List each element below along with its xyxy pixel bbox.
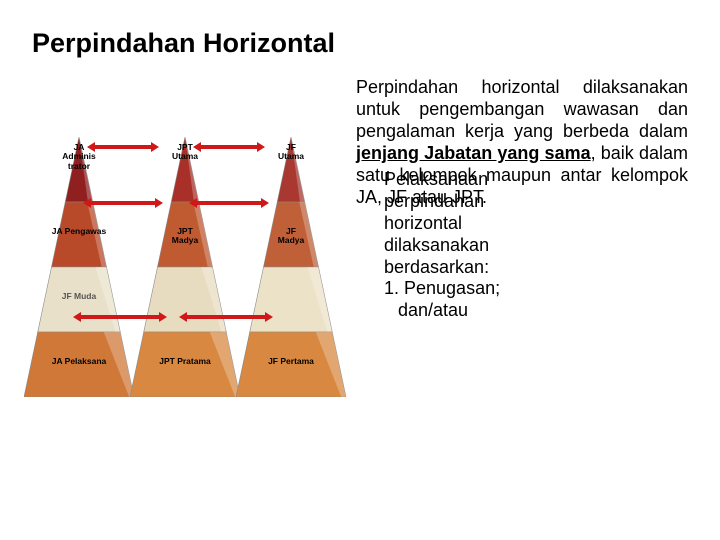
h-arrow-0-0 [94, 145, 152, 149]
pyramid-1-level-2-label: JA Pengawas [50, 227, 108, 236]
pyramid-3-level-1-label: JFUtama [262, 143, 320, 162]
sub-l7: dan/atau [398, 300, 688, 322]
pyramid-3-level-4-label: JF Pertama [262, 357, 320, 366]
main-paragraph: Perpindahan horizontal dilaksanakan untu… [356, 77, 688, 209]
h-arrow-1-1 [196, 201, 262, 205]
sub-l3: horizontal [384, 213, 688, 235]
pyramid-3-level-2-label: JFMadya [262, 227, 320, 246]
pyramid-1-level-3-label: JF Muda [50, 292, 108, 301]
content-row: JAAdministratorJA PengawasJF MudaJA Pela… [32, 77, 688, 417]
pyramid-diagram: JAAdministratorJA PengawasJF MudaJA Pela… [32, 77, 342, 417]
sub-l5: berdasarkan: [384, 257, 688, 279]
para-emph: jenjang Jabatan yang sama [356, 143, 591, 163]
pyramid-1: JAAdministratorJA PengawasJF MudaJA Pela… [24, 137, 134, 397]
para-pre: Perpindahan horizontal dilaksanakan untu… [356, 77, 688, 141]
description-column: Perpindahan horizontal dilaksanakan untu… [356, 77, 688, 417]
pyramid-2: JPTUtamaJPTMadyaJPT Pratama [130, 137, 240, 397]
h-arrow-2-0 [80, 315, 160, 319]
sub-l6: 1. Penugasan; [384, 278, 688, 300]
pyramid-2-level-2-label: JPTMadya [156, 227, 214, 246]
h-arrow-2-1 [186, 315, 266, 319]
h-arrow-0-1 [200, 145, 258, 149]
page-title: Perpindahan Horizontal [32, 28, 688, 59]
pyramid-1-level-4-label: JA Pelaksana [50, 357, 108, 366]
pyramid-2-level-4-label: JPT Pratama [156, 357, 214, 366]
sub-l4: dilaksanakan [384, 235, 688, 257]
h-arrow-1-0 [90, 201, 156, 205]
pyramid-3: JFUtama JFMadya JF Pertama [236, 137, 346, 397]
